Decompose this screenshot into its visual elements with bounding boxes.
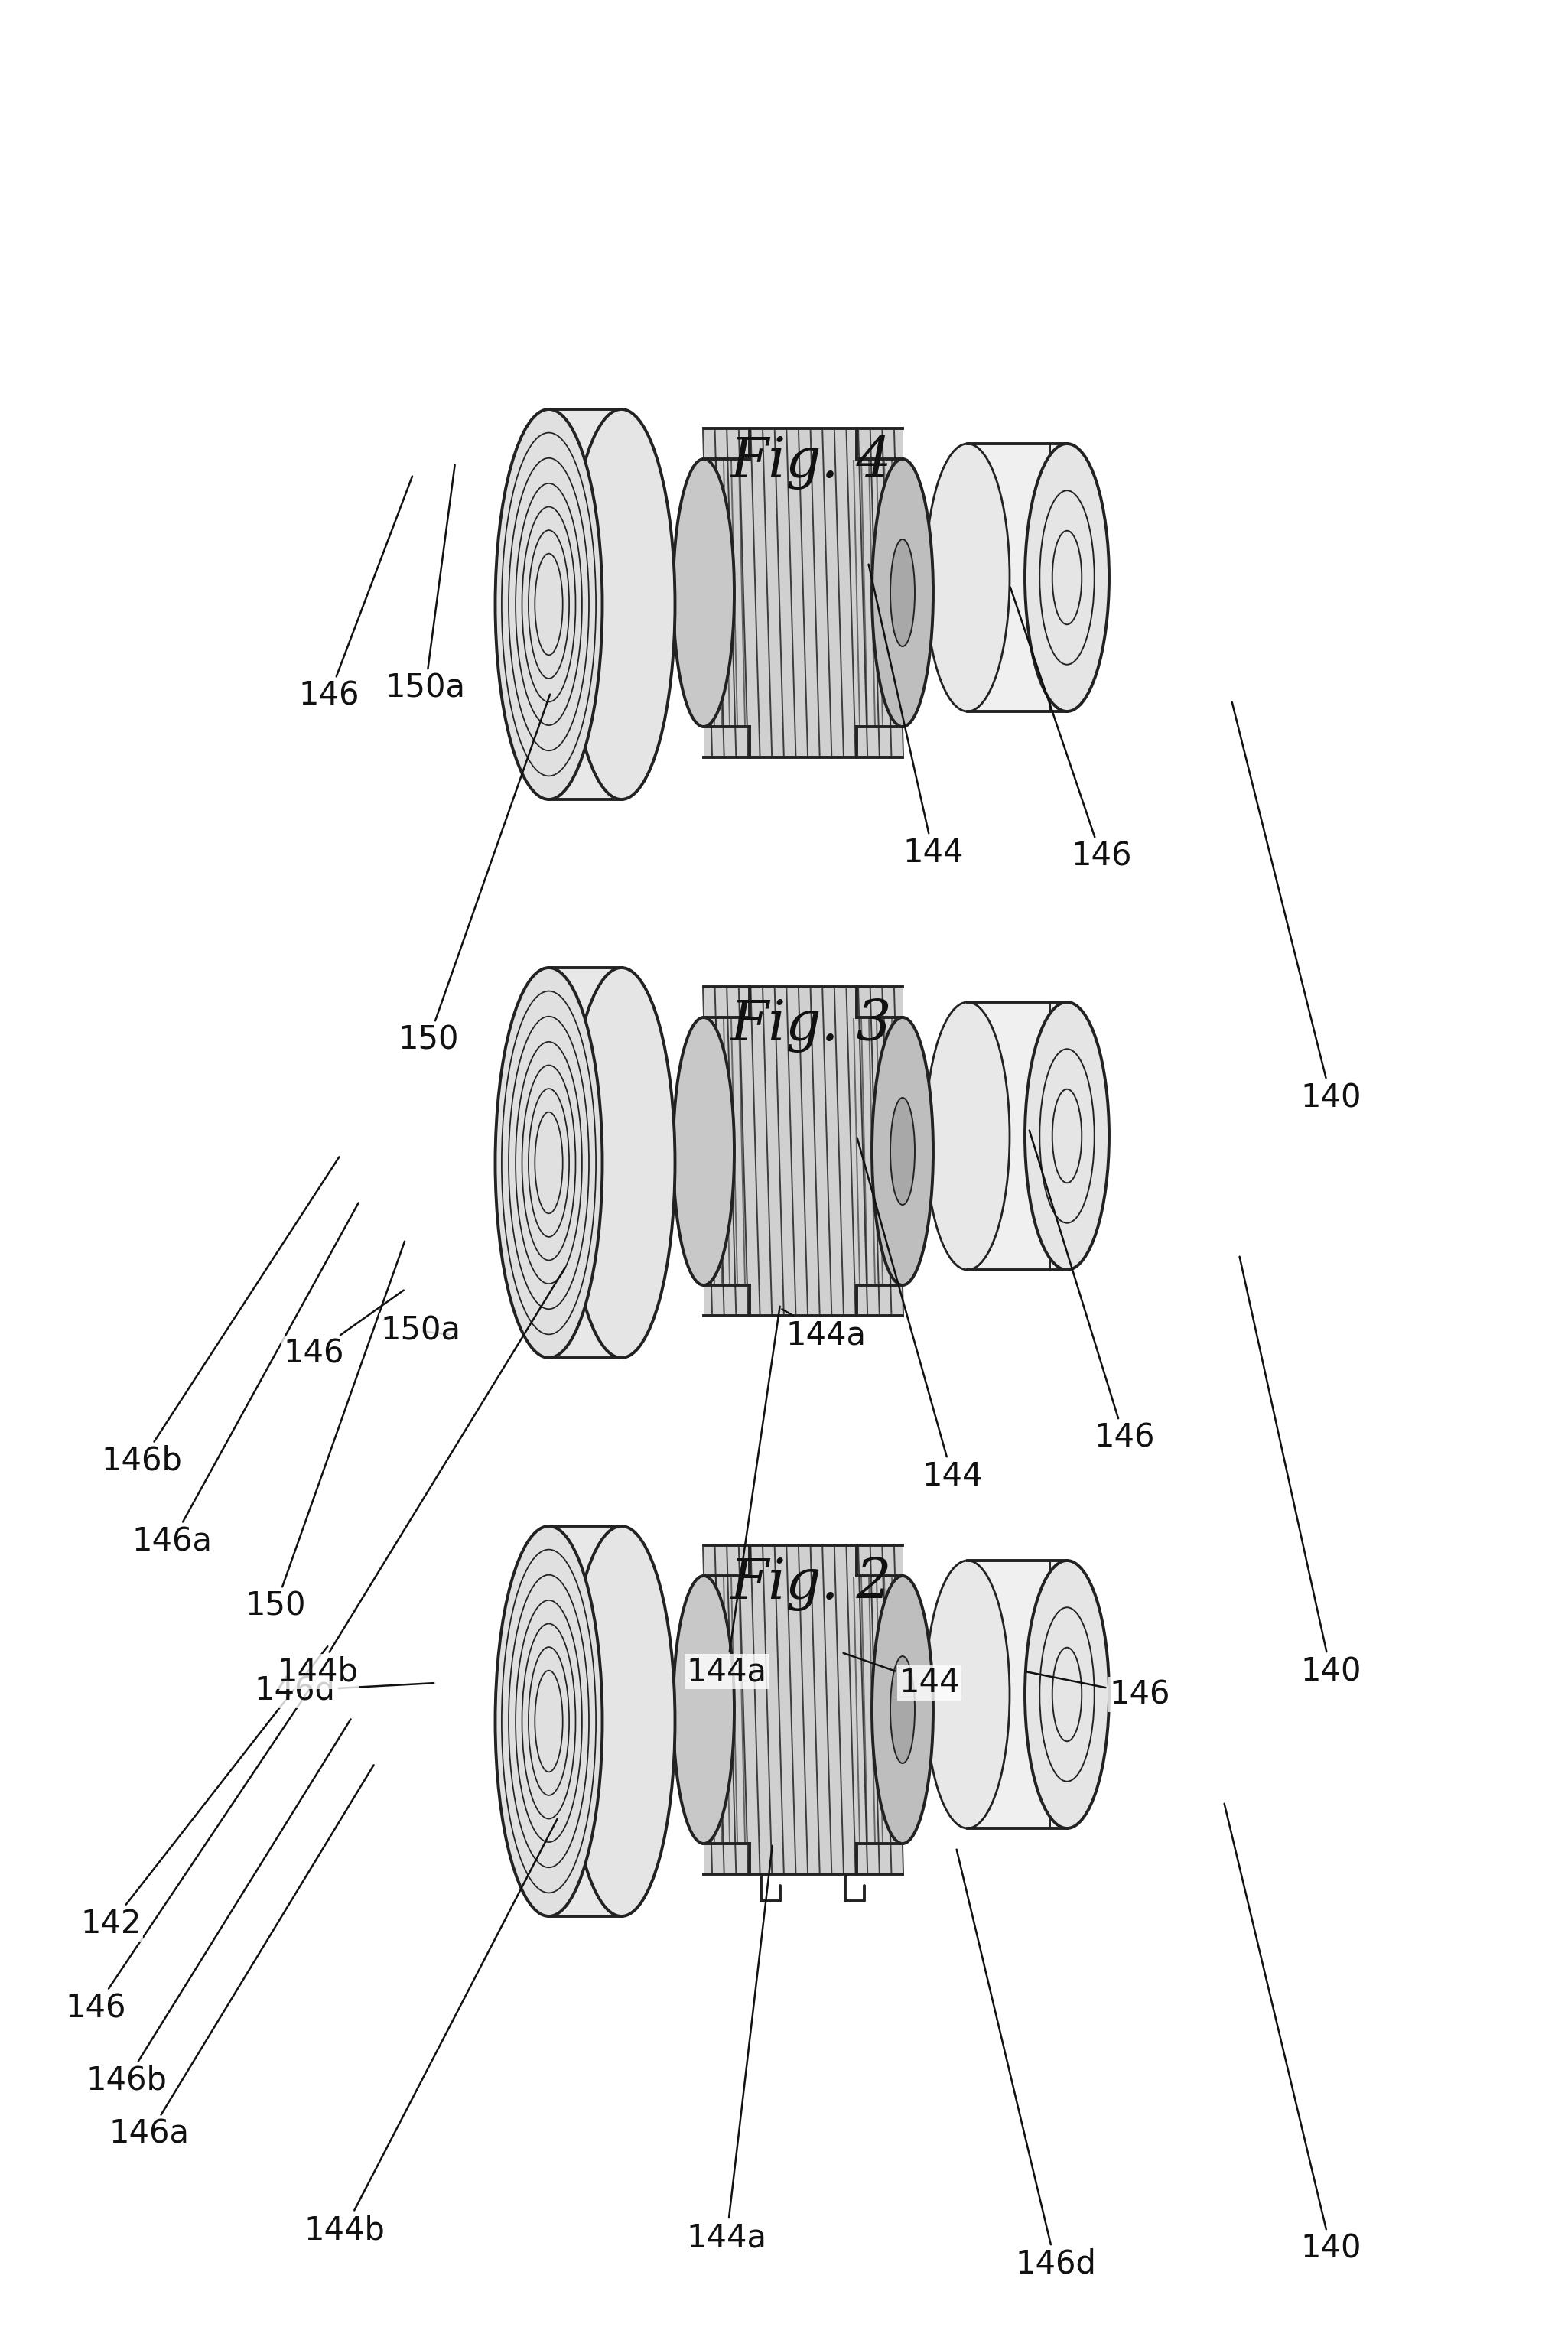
Text: 146d: 146d xyxy=(956,1849,1096,2281)
Text: 150a: 150a xyxy=(386,465,466,703)
Text: 146: 146 xyxy=(284,1290,403,1369)
Text: 140: 140 xyxy=(1240,1257,1361,1687)
Ellipse shape xyxy=(891,1098,914,1206)
Ellipse shape xyxy=(1025,444,1109,710)
Ellipse shape xyxy=(495,1526,602,1916)
Text: 150a: 150a xyxy=(381,1316,461,1346)
Ellipse shape xyxy=(673,458,734,727)
Ellipse shape xyxy=(568,409,674,799)
Text: Fig. 2: Fig. 2 xyxy=(729,1556,892,1610)
Ellipse shape xyxy=(673,1017,734,1285)
Text: Fig. 3: Fig. 3 xyxy=(729,998,892,1052)
Ellipse shape xyxy=(495,968,602,1358)
FancyBboxPatch shape xyxy=(967,444,1066,710)
FancyBboxPatch shape xyxy=(967,1561,1066,1828)
Text: 146: 146 xyxy=(1027,1671,1170,1711)
FancyBboxPatch shape xyxy=(967,1003,1066,1269)
Text: 150: 150 xyxy=(245,1241,405,1622)
Text: 144b: 144b xyxy=(278,1269,564,1687)
Text: Fig. 4: Fig. 4 xyxy=(729,435,892,491)
Ellipse shape xyxy=(568,1526,674,1916)
Polygon shape xyxy=(704,1545,903,1874)
Ellipse shape xyxy=(925,1003,1010,1269)
Text: 150: 150 xyxy=(398,694,550,1056)
Text: 144a: 144a xyxy=(782,1309,866,1351)
Ellipse shape xyxy=(872,1017,933,1285)
Text: 140: 140 xyxy=(1232,701,1361,1115)
Polygon shape xyxy=(549,409,621,799)
Ellipse shape xyxy=(891,540,914,647)
Text: 146a: 146a xyxy=(110,1764,373,2150)
Text: 140: 140 xyxy=(1225,1804,1361,2265)
Ellipse shape xyxy=(925,444,1010,710)
Ellipse shape xyxy=(1025,1003,1109,1269)
Text: 146: 146 xyxy=(298,477,412,713)
Ellipse shape xyxy=(495,409,602,799)
Text: 144: 144 xyxy=(844,1652,960,1699)
Text: 144: 144 xyxy=(858,1138,983,1493)
Text: 146: 146 xyxy=(1029,1131,1154,1454)
Text: 146: 146 xyxy=(1010,587,1132,872)
Text: 146d: 146d xyxy=(254,1676,434,1706)
Ellipse shape xyxy=(673,1575,734,1844)
Text: 146b: 146b xyxy=(86,1720,351,2096)
Text: 144a: 144a xyxy=(687,1306,779,1687)
Text: 146b: 146b xyxy=(100,1157,339,1477)
Text: 144a: 144a xyxy=(687,1846,773,2253)
Text: 142: 142 xyxy=(80,1645,328,1940)
Ellipse shape xyxy=(925,1561,1010,1828)
Polygon shape xyxy=(704,986,903,1316)
Polygon shape xyxy=(549,1526,621,1916)
Text: 146: 146 xyxy=(66,1673,320,2024)
Text: 144b: 144b xyxy=(304,1818,557,2246)
Ellipse shape xyxy=(872,458,933,727)
Polygon shape xyxy=(704,428,903,757)
Ellipse shape xyxy=(872,1575,933,1844)
Ellipse shape xyxy=(568,968,674,1358)
Polygon shape xyxy=(549,968,621,1358)
Ellipse shape xyxy=(1025,1561,1109,1828)
Text: 144: 144 xyxy=(869,563,964,869)
Text: 146a: 146a xyxy=(132,1204,359,1556)
Ellipse shape xyxy=(891,1657,914,1764)
